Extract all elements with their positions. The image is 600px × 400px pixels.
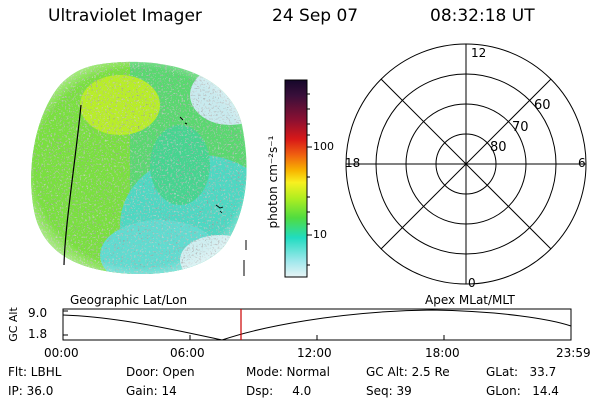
mlt-label-18: 18 — [345, 156, 361, 170]
apex-mlat-label: Apex MLat/MLT — [425, 293, 515, 307]
glon-info: GLon: 14.4 — [486, 384, 559, 398]
gain-info: Gain: 14 — [126, 384, 177, 398]
ip-info: IP: 36.0 — [8, 384, 54, 398]
x-tick-1800: 18:00 — [425, 346, 460, 360]
door-info: Door: Open — [126, 365, 195, 379]
time-label: 08:32:18 UT — [430, 6, 535, 26]
mlt-label-6: 6 — [578, 156, 586, 170]
gc-alt-axis-label: GC Alt — [6, 307, 20, 342]
y-tick-9: 9.0 — [28, 306, 48, 320]
x-tick-0000: 00:00 — [44, 346, 79, 360]
seq-info: Seq: 39 — [366, 384, 412, 398]
timeline-plot — [62, 308, 572, 341]
x-tick-0600: 06:00 — [170, 346, 205, 360]
mlt-label-0: 0 — [468, 276, 476, 290]
gc-alt-info: GC Alt: 2.5 Re — [366, 365, 450, 379]
lat-label-70: 70 — [512, 120, 529, 135]
polar-plot — [345, 43, 587, 285]
mode-info: Mode: Normal — [246, 365, 330, 379]
y-tick-1-8: 1.8 — [28, 327, 48, 341]
instrument-title: Ultraviolet Imager — [48, 6, 202, 26]
mlt-label-12: 12 — [471, 46, 487, 60]
colorbar-tick-100: 100 — [313, 140, 334, 153]
colorbar-unit-label: photon cm⁻²s⁻¹ — [266, 135, 280, 229]
colorbar-tick-10: 10 — [313, 228, 327, 241]
colorbar — [284, 79, 312, 278]
date-label: 24 Sep 07 — [272, 6, 359, 26]
glat-info: GLat: 33.7 — [486, 365, 557, 379]
auroral-image — [31, 61, 247, 276]
lat-label-60: 60 — [534, 98, 551, 113]
lat-label-80: 80 — [490, 140, 507, 155]
filter-info: Flt: LBHL — [8, 365, 62, 379]
x-tick-2359: 23:59 — [556, 346, 591, 360]
x-tick-1200: 12:00 — [297, 346, 332, 360]
dsp-info: Dsp: 4.0 — [246, 384, 312, 398]
geo-latlon-label: Geographic Lat/Lon — [70, 293, 188, 307]
